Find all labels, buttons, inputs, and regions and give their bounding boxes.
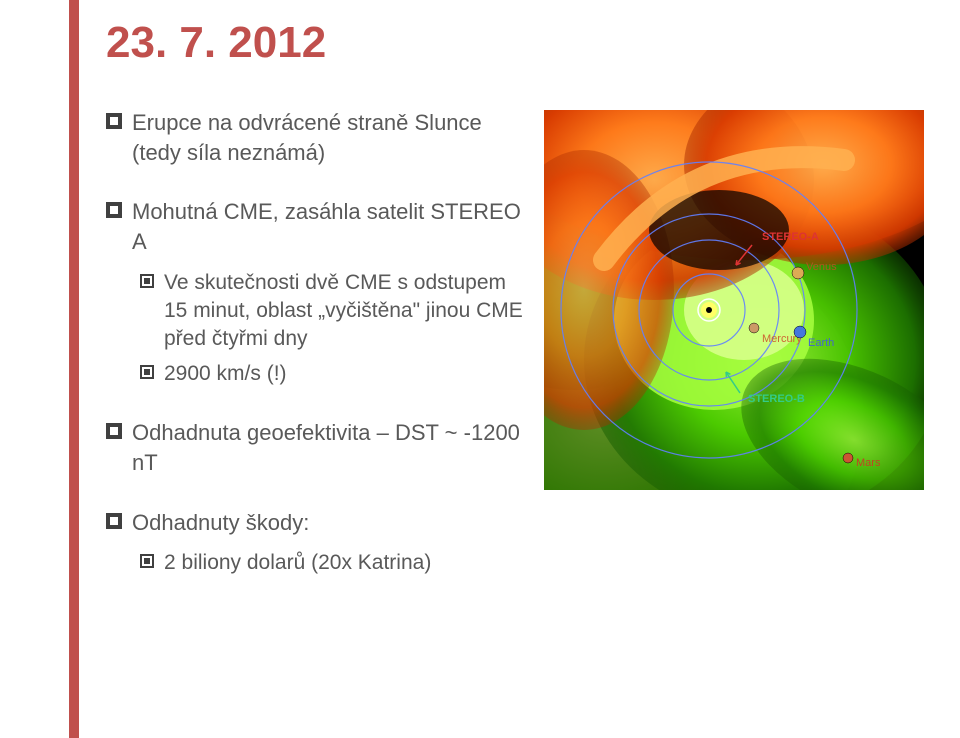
slide-title: 23. 7. 2012 [106, 18, 326, 68]
bullet-text: Mohutná CME, zasáhla satelit STEREO A [132, 197, 526, 256]
bullet-item: Odhadnuty škody: [106, 508, 526, 538]
sub-bullet-icon [140, 274, 154, 288]
svg-text:Mars: Mars [856, 457, 881, 469]
bullet-icon [106, 113, 122, 129]
bullet-item: Mohutná CME, zasáhla satelit STEREO A [106, 197, 526, 256]
bullet-item: Erupce na odvrácené straně Slunce (tedy … [106, 108, 526, 167]
accent-bar [69, 0, 79, 738]
sub-bullet-text: 2 biliony dolarů (20x Katrina) [164, 549, 431, 577]
bullet-text: Odhadnuty škody: [132, 508, 309, 538]
svg-text:STEREO-A: STEREO-A [762, 231, 819, 243]
bullet-item: Odhadnuta geoefektivita – DST ~ -1200 nT [106, 418, 526, 477]
sub-bullet-icon [140, 365, 154, 379]
cme-diagram: MercuryVenusEarthMarsSTEREO-ASTEREO-B [544, 110, 924, 490]
bullet-icon [106, 513, 122, 529]
sub-bullet-item: 2 biliony dolarů (20x Katrina) [140, 549, 526, 577]
bullet-text: Odhadnuta geoefektivita – DST ~ -1200 nT [132, 418, 526, 477]
sub-bullet-text: Ve skutečnosti dvě CME s odstupem 15 min… [164, 269, 526, 354]
bullet-icon [106, 202, 122, 218]
sub-bullet-item: 2900 km/s (!) [140, 360, 526, 388]
sub-bullet-icon [140, 554, 154, 568]
sub-bullet-text: 2900 km/s (!) [164, 360, 287, 388]
svg-text:Venus: Venus [806, 261, 837, 273]
bullet-icon [106, 423, 122, 439]
svg-text:STEREO-B: STEREO-B [748, 393, 805, 405]
bullet-text: Erupce na odvrácené straně Slunce (tedy … [132, 108, 526, 167]
svg-text:Earth: Earth [808, 337, 834, 349]
bullet-list: Erupce na odvrácené straně Slunce (tedy … [106, 108, 526, 608]
sub-bullet-item: Ve skutečnosti dvě CME s odstupem 15 min… [140, 269, 526, 354]
